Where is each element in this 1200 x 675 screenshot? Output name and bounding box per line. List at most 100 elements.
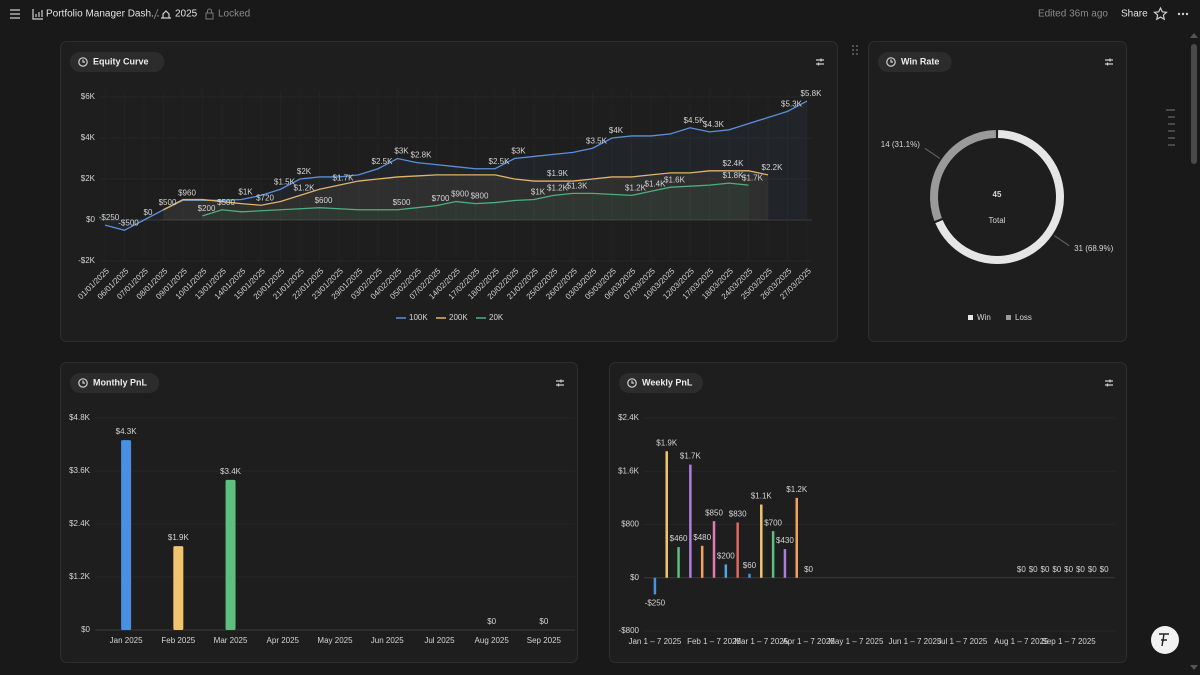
scroll-thumb[interactable] — [1191, 44, 1197, 164]
series-line — [163, 170, 769, 211]
dot — [856, 49, 858, 51]
data-label: $1.7K — [333, 173, 355, 182]
data-label: $200 — [717, 552, 735, 561]
y-tick-label: $4K — [81, 133, 96, 142]
slice-label: 31 (68.9%) — [1074, 244, 1113, 253]
widget-title: Weekly PnL — [642, 377, 693, 387]
data-label: $2.8K — [411, 151, 433, 160]
x-tick-label: Aug 1 – 7 2025 — [994, 637, 1049, 646]
series-area — [202, 183, 749, 220]
favorite-button[interactable] — [1153, 6, 1168, 21]
widget-settings[interactable] — [1105, 379, 1113, 387]
x-tick-label: Feb 2025 — [161, 636, 195, 645]
legend-swatch — [968, 315, 973, 320]
data-label: $0 — [804, 565, 813, 574]
data-label: $2.4K — [723, 159, 745, 168]
data-label: $1.9K — [547, 169, 569, 178]
total-value: 45 — [993, 190, 1002, 199]
x-tick-label: Apr 2025 — [267, 636, 300, 645]
x-tick-label: Jun 1 – 7 2025 — [888, 637, 941, 646]
data-label: $0 — [1041, 565, 1050, 574]
y-tick-label: $0 — [86, 215, 95, 224]
data-label: $1.7K — [680, 452, 702, 461]
y-tick-label: $2.4K — [618, 413, 640, 422]
data-label: $3K — [511, 147, 526, 156]
widget-panel — [60, 41, 838, 342]
data-label: $600 — [315, 196, 333, 205]
data-label: $1.4K — [645, 179, 667, 188]
x-tick-label: Jan 1 – 7 2025 — [628, 637, 681, 646]
widget-settings[interactable] — [556, 379, 564, 387]
data-label: $0 — [539, 617, 548, 626]
legend-swatch — [1006, 315, 1011, 320]
data-label: $5.8K — [801, 89, 823, 98]
series-line — [202, 182, 749, 217]
data-label: $1K — [238, 188, 253, 197]
data-label: $4.3K — [703, 120, 725, 129]
outline-nav[interactable] — [1166, 109, 1175, 146]
breadcrumb-separator — [153, 8, 159, 20]
data-label: $0 — [144, 208, 153, 217]
data-label: $3.5K — [586, 136, 608, 145]
data-label: $430 — [776, 536, 794, 545]
bar — [724, 564, 728, 578]
widget-title-pill — [70, 52, 165, 72]
x-tick-label: Feb 1 – 7 2025 — [687, 637, 741, 646]
data-label: $0 — [1064, 565, 1073, 574]
y-tick-label: $2K — [81, 174, 96, 183]
data-label: $2.5K — [372, 157, 394, 166]
y-tick-label: $1.6K — [618, 466, 640, 475]
breadcrumb-title[interactable]: Portfolio Manager Dash... — [46, 9, 159, 20]
widget-icon — [890, 59, 893, 63]
data-label: $700 — [764, 518, 782, 527]
drag-handle[interactable] — [852, 45, 858, 55]
more-button[interactable] — [1177, 12, 1189, 16]
widget-panel — [609, 362, 1127, 663]
menu-button[interactable] — [10, 9, 20, 19]
scroll-down[interactable] — [1190, 665, 1198, 670]
data-label: $3.4K — [220, 467, 242, 476]
x-tick-label: May 2025 — [317, 636, 353, 645]
x-tick-label: Jul 2025 — [424, 636, 455, 645]
y-tick-label: -$800 — [619, 626, 640, 635]
data-label: $480 — [693, 533, 711, 542]
scroll-up[interactable] — [1190, 33, 1198, 38]
data-label: $700 — [432, 194, 450, 203]
breadcrumb-page[interactable]: 2025 — [175, 9, 198, 20]
data-label: $0 — [1088, 565, 1097, 574]
widget-panel — [868, 41, 1127, 342]
data-label: -$500 — [118, 218, 139, 227]
data-label: $500 — [159, 198, 177, 207]
lock-status: Locked — [218, 9, 250, 20]
widget-settings[interactable] — [816, 58, 824, 66]
leader-line — [1053, 235, 1070, 247]
widget-icon — [78, 378, 88, 388]
data-label: $800 — [471, 192, 489, 201]
y-tick-label: $3.6K — [69, 466, 91, 475]
data-label: $5.3K — [781, 99, 803, 108]
bar — [783, 549, 787, 578]
widget-icon — [78, 57, 88, 67]
share-button[interactable]: Share — [1121, 9, 1148, 20]
data-label: $1K — [531, 188, 546, 197]
bar — [795, 497, 799, 578]
widget-icon — [82, 380, 85, 384]
data-label: $1.2K — [625, 184, 647, 193]
data-label: $830 — [729, 510, 747, 519]
data-label: $720 — [256, 193, 274, 202]
y-tick-label: $800 — [621, 520, 639, 529]
widget-icon — [82, 59, 85, 63]
bar — [771, 531, 775, 578]
data-label: $2K — [297, 167, 312, 176]
assistant-icon — [1159, 633, 1169, 647]
widget-settings[interactable] — [1105, 58, 1113, 66]
bar — [677, 547, 680, 578]
data-label: $1.2K — [786, 485, 808, 494]
data-label: -$250 — [99, 213, 120, 222]
donut-segment — [935, 130, 1064, 264]
widget-title: Win Rate — [901, 56, 939, 66]
leader-line — [924, 147, 941, 159]
y-tick-label: $0 — [630, 573, 639, 582]
data-label: $0 — [1076, 565, 1085, 574]
